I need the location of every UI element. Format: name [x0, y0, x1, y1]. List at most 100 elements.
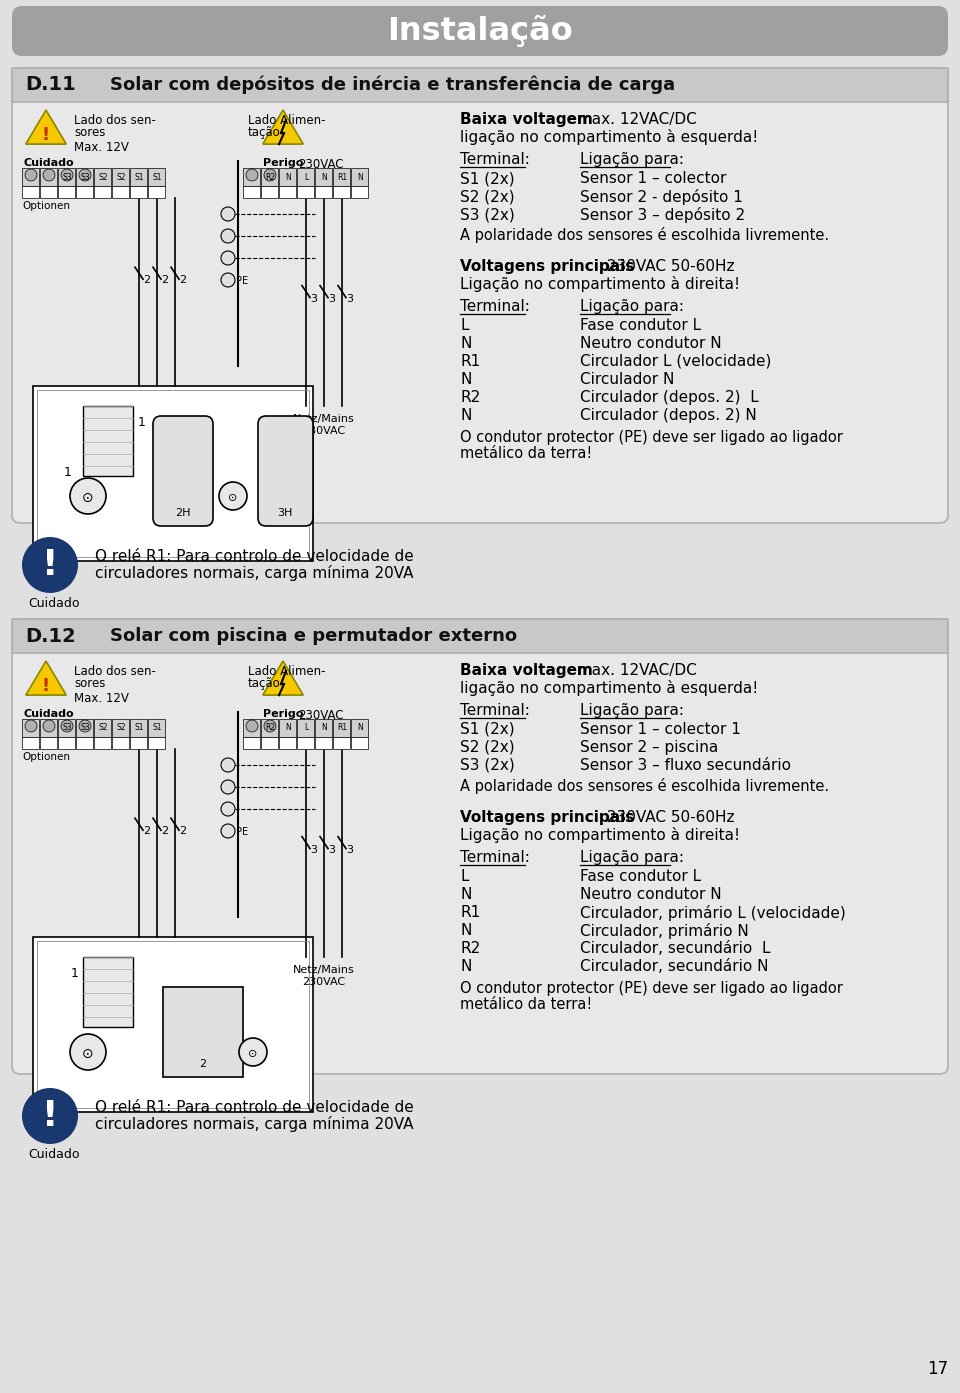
Bar [261, 719, 278, 737]
Circle shape [22, 1088, 78, 1144]
Text: Sensor 1 – colector: Sensor 1 – colector [580, 171, 727, 187]
Text: Circulador N: Circulador N [580, 372, 674, 387]
Text: Solar com depósitos de inércia e transferência de carga: Solar com depósitos de inércia e transfe… [110, 75, 675, 95]
Bar [22, 737, 39, 749]
Text: D.12: D.12 [25, 627, 76, 645]
Text: Terminal:: Terminal: [460, 703, 530, 717]
Bar [261, 187, 278, 198]
Circle shape [221, 273, 235, 287]
Text: 2: 2 [143, 826, 150, 836]
Text: S3: S3 [81, 173, 90, 181]
Circle shape [221, 780, 235, 794]
Text: 1: 1 [138, 417, 146, 429]
Circle shape [246, 720, 258, 731]
Text: D.11: D.11 [25, 75, 76, 95]
Text: ⊙: ⊙ [228, 493, 238, 503]
Text: S1 (2x): S1 (2x) [460, 171, 515, 187]
Bar [261, 169, 278, 187]
Bar [130, 169, 147, 187]
Text: R1: R1 [337, 173, 348, 181]
Text: Circulador (depos. 2)  L: Circulador (depos. 2) L [580, 390, 758, 405]
Bar [261, 737, 278, 749]
Text: S3 (2x): S3 (2x) [460, 208, 515, 221]
Text: N: N [357, 723, 363, 733]
Text: circuladores normais, carga mínima 20VA: circuladores normais, carga mínima 20VA [95, 1116, 414, 1133]
Bar [58, 187, 75, 198]
Text: 2: 2 [179, 826, 186, 836]
Text: metálico da terra!: metálico da terra! [460, 997, 592, 1011]
Bar [333, 737, 350, 749]
Circle shape [79, 169, 91, 181]
Bar [148, 737, 165, 749]
Text: R1: R1 [460, 905, 480, 919]
Text: tação: tação [248, 125, 280, 139]
Text: Lado Alimen-: Lado Alimen- [248, 664, 325, 678]
Text: !: ! [41, 547, 59, 582]
Text: O relé R1: Para controlo de velocidade de: O relé R1: Para controlo de velocidade d… [95, 1100, 414, 1114]
Text: S1: S1 [134, 723, 144, 733]
FancyBboxPatch shape [12, 68, 948, 522]
Text: Ligação no compartimento à direita!: Ligação no compartimento à direita! [460, 827, 740, 843]
Text: S2: S2 [116, 173, 126, 181]
Text: Fase condutor L: Fase condutor L [580, 869, 701, 885]
Bar [130, 737, 147, 749]
Bar [37, 942, 309, 1107]
Bar [279, 719, 296, 737]
FancyBboxPatch shape [153, 417, 213, 527]
Bar [33, 937, 313, 1112]
Bar [130, 719, 147, 737]
Text: Sensor 1 – colector 1: Sensor 1 – colector 1 [580, 722, 741, 737]
Text: L: L [460, 869, 468, 885]
Circle shape [264, 169, 276, 181]
Circle shape [239, 1038, 267, 1066]
Text: Circulador (depos. 2) N: Circulador (depos. 2) N [580, 408, 756, 423]
Text: Netz/Mains: Netz/Mains [293, 414, 355, 423]
Text: 2: 2 [179, 276, 186, 286]
FancyBboxPatch shape [12, 618, 948, 1074]
Text: N: N [460, 887, 471, 903]
Text: PE: PE [236, 827, 248, 837]
Bar [279, 737, 296, 749]
Text: S3: S3 [81, 723, 90, 733]
Bar [12, 618, 948, 653]
Circle shape [22, 536, 78, 593]
Bar [279, 187, 296, 198]
Text: sores: sores [74, 677, 106, 690]
Text: S1: S1 [153, 723, 161, 733]
Text: 230VAC: 230VAC [302, 976, 346, 988]
Text: circuladores normais, carga mínima 20VA: circuladores normais, carga mínima 20VA [95, 566, 414, 581]
Bar [58, 719, 75, 737]
Text: O condutor protector (PE) deve ser ligado ao ligador: O condutor protector (PE) deve ser ligad… [460, 430, 843, 444]
Text: 230VAC: 230VAC [298, 709, 344, 722]
Text: N: N [460, 958, 471, 974]
Polygon shape [263, 110, 303, 143]
Text: S2: S2 [116, 723, 126, 733]
Text: N: N [322, 723, 326, 733]
Text: O condutor protector (PE) deve ser ligado ao ligador: O condutor protector (PE) deve ser ligad… [460, 981, 843, 996]
Text: !: ! [41, 1099, 59, 1133]
Text: Instalação: Instalação [387, 15, 573, 47]
Bar [333, 719, 350, 737]
Bar [94, 187, 111, 198]
Text: Circulador, primário L (velocidade): Circulador, primário L (velocidade) [580, 905, 846, 921]
Bar [163, 988, 243, 1077]
Text: R2: R2 [460, 390, 480, 405]
Text: sores: sores [74, 125, 106, 139]
Text: R1: R1 [337, 723, 348, 733]
Text: N: N [285, 723, 291, 733]
Bar [243, 737, 260, 749]
Bar [351, 719, 368, 737]
Bar [243, 169, 260, 187]
Bar [40, 187, 57, 198]
Text: Netz/Mains: Netz/Mains [293, 965, 355, 975]
Bar [351, 169, 368, 187]
Bar [148, 187, 165, 198]
Bar [76, 737, 93, 749]
Text: 3: 3 [328, 844, 335, 854]
Bar [112, 737, 129, 749]
Text: 230VAC 50-60Hz: 230VAC 50-60Hz [602, 809, 734, 825]
Text: Ligação para:: Ligação para: [580, 152, 684, 167]
Text: Circulador L (velocidade): Circulador L (velocidade) [580, 354, 772, 369]
Circle shape [25, 720, 37, 731]
Text: Cuidado: Cuidado [23, 157, 74, 169]
